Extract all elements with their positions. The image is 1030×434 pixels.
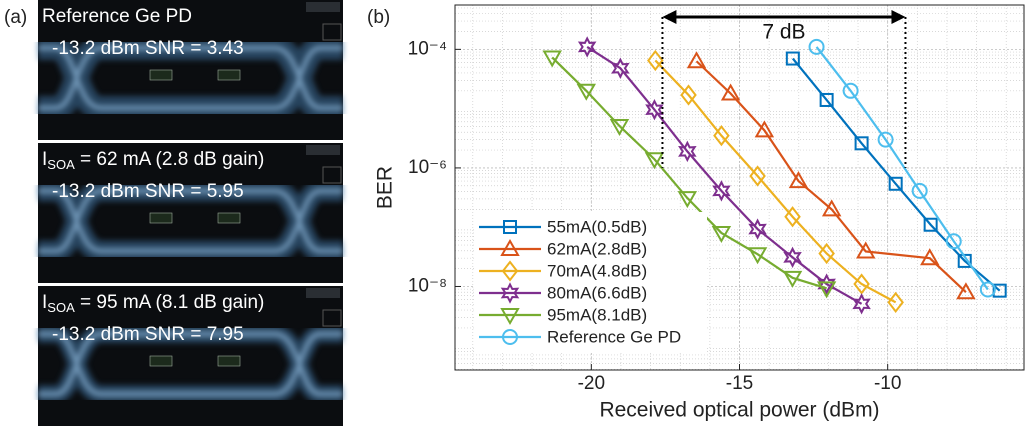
x-tick-label: -20 [578, 373, 605, 394]
scope-toolbar [306, 145, 340, 155]
eye-marker [150, 356, 172, 366]
eye-diagrams: Reference Ge PD -13.2 dBm SNR = 3.43 ISOA … [38, 0, 343, 426]
eye-title: Reference Ge PD [42, 6, 192, 27]
panel-label: (a) [4, 7, 27, 28]
eye-subtitle: -13.2 dBm SNR = 5.95 [52, 181, 244, 202]
page: (a) (b) Reference Ge PD -13.2 dBm SNR = 3… [0, 0, 1030, 429]
legend-label: 80mA(6.6dB) [547, 283, 647, 302]
x-axis-title: Received optical power (dBm) [599, 399, 879, 422]
x-tick-label: -10 [874, 373, 901, 394]
eye-marker [218, 356, 240, 366]
eye-marker [150, 213, 172, 223]
panel-label: (b) [367, 7, 390, 28]
eye-subtitle: -13.2 dBm SNR = 3.43 [52, 38, 244, 59]
eye-title-sub: SOA [47, 157, 75, 172]
eye-title-rest: = 62 mA (2.8 dB gain) [75, 149, 265, 170]
eye-diagram: ISOA = 62 mA (2.8 dB gain) -13.2 dBm SNR … [38, 143, 343, 283]
legend-label: Reference Ge PD [547, 327, 681, 346]
scope-toolbar [306, 288, 340, 298]
eye-marker [150, 70, 172, 80]
x-tick-label: -15 [726, 373, 753, 394]
eye-marker [218, 70, 240, 80]
legend-label: 95mA(8.1dB) [547, 305, 647, 324]
legend-label: 70mA(4.8dB) [547, 261, 647, 280]
ber-plot: 10⁻⁴ 10⁻⁶ 10⁻⁸ -20 -15 -10 Received optical po… [374, 5, 1024, 422]
eye-title: ISOA = 95 mA (8.1 dB gain) [42, 292, 264, 315]
legend-label: 62mA(2.8dB) [547, 239, 647, 258]
scope-toolbar [306, 2, 340, 12]
y-tick-label: 10⁻⁸ [408, 275, 447, 296]
annotation-label: 7 dB [762, 21, 805, 44]
y-axis-title: BER [374, 166, 397, 209]
figure: (a) (b) Reference Ge PD -13.2 dBm SNR = 3… [0, 0, 1030, 429]
eye-title: ISOA = 62 mA (2.8 dB gain) [42, 149, 264, 172]
eye-marker [218, 213, 240, 223]
legend: 55mA(0.5dB) 62mA(2.8dB) 70mA(4.8dB) 80mA(6.… [475, 212, 707, 352]
eye-diagram: ISOA = 95 mA (8.1 dB gain) -13.2 dBm SNR … [38, 286, 343, 426]
y-tick-label: 10⁻⁴ [408, 38, 447, 59]
eye-title-main: Reference Ge PD [42, 6, 192, 27]
eye-diagram: Reference Ge PD -13.2 dBm SNR = 3.43 [38, 0, 343, 140]
eye-title-rest: = 95 mA (8.1 dB gain) [75, 292, 265, 313]
y-tick-label: 10⁻⁶ [408, 157, 447, 178]
legend-label: 55mA(0.5dB) [547, 217, 647, 236]
eye-subtitle: -13.2 dBm SNR = 7.95 [52, 324, 244, 345]
eye-title-sub: SOA [47, 300, 75, 315]
